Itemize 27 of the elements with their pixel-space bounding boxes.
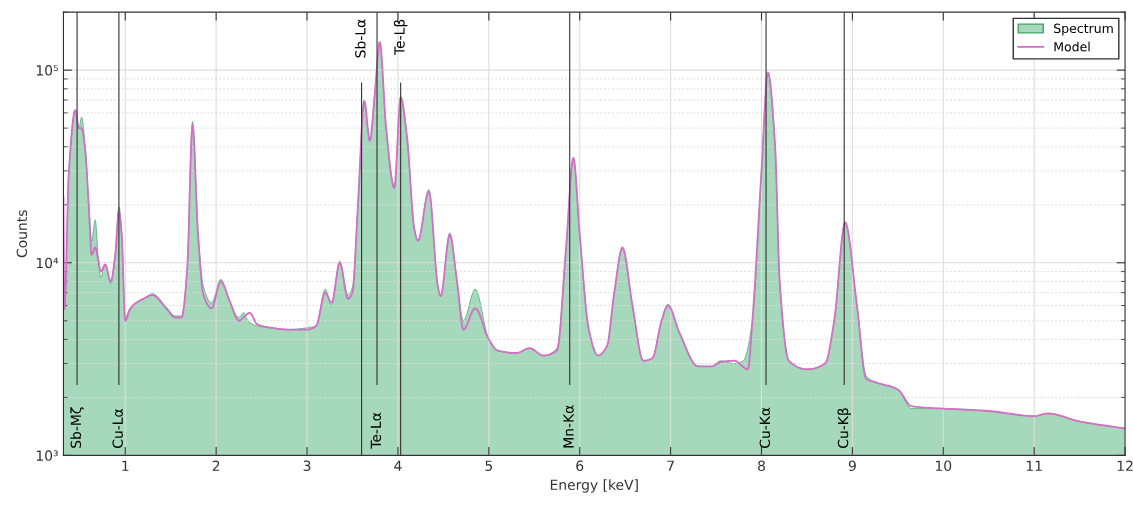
ref-line-label: Cu-Lα	[112, 409, 123, 448]
x-tick-label: 5	[485, 460, 493, 472]
x-tick-label: 3	[303, 460, 311, 472]
y-axis-title: Counts	[16, 210, 28, 258]
ref-line-label: Sb-Lα	[354, 19, 366, 58]
x-tick-label: 11	[1026, 460, 1042, 471]
x-tick-label: 1	[122, 460, 129, 471]
y-tick-label: 10³	[36, 450, 58, 461]
ref-line-label: Te-Lα	[370, 412, 382, 449]
x-tick-label: 8	[758, 460, 765, 472]
x-tick-label: 12	[1117, 460, 1133, 471]
x-tick-label: 6	[576, 460, 584, 472]
y-tick-label: 10⁵	[36, 65, 58, 76]
x-tick-label: 4	[394, 460, 402, 471]
x-tick-label: 9	[848, 460, 856, 472]
ref-line-label: Mn-Kα	[563, 405, 574, 448]
x-tick-label: 7	[667, 460, 674, 471]
ref-line-label: Sb-Mζ	[70, 407, 84, 448]
legend-label: Spectrum	[1054, 23, 1113, 36]
ref-line-label: Cu-Kβ	[837, 408, 851, 448]
x-axis-title: Energy [keV]	[550, 479, 638, 493]
legend-label: Model	[1054, 41, 1090, 52]
ref-line-label: Te-Lβ	[393, 19, 408, 56]
x-tick-label: 2	[212, 460, 220, 471]
ref-line-label: Cu-Kα	[759, 407, 771, 448]
y-tick-label: 10⁴	[36, 257, 59, 269]
x-tick-label: 10	[935, 460, 952, 472]
